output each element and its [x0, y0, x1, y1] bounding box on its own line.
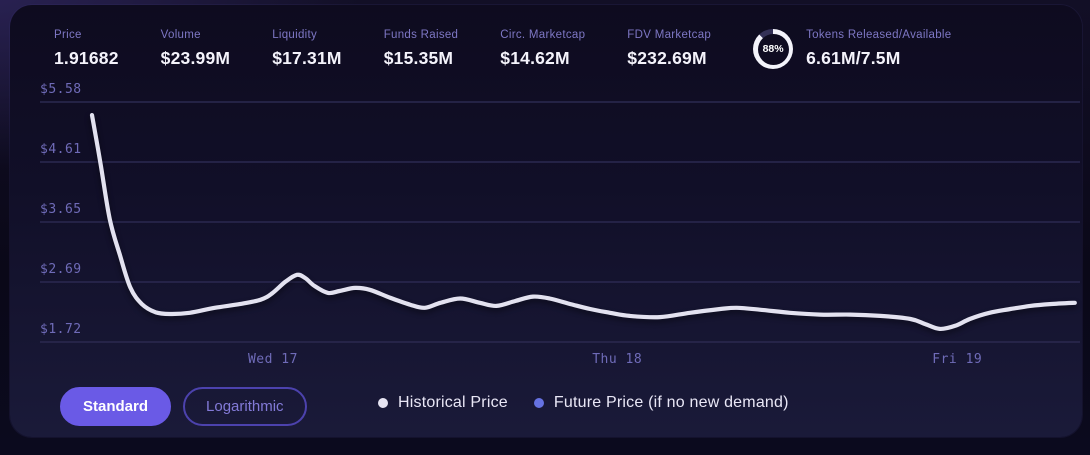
stat-volume-value: $23.99M [160, 48, 231, 68]
scale-toggle-group: Standard Logarithmic [60, 387, 307, 426]
stat-price-value: 1.91682 [54, 48, 119, 68]
stat-funds-raised-value: $15.35M [383, 48, 454, 68]
price-line-chart-canvas[interactable] [10, 5, 1090, 455]
tokens-released-percent: 88% [762, 43, 784, 55]
stat-tokens-released: 88% Tokens Released/Available 6.61M/7.5M [753, 29, 951, 69]
stat-fdv-marketcap-label: FDV Marketcap [627, 29, 712, 41]
chart-legend: Historical Price Future Price (if no new… [378, 394, 789, 412]
stat-circ-marketcap: Circ. Marketcap $14.62M [500, 29, 585, 69]
x-axis-tick-label: Wed 17 [247, 352, 298, 367]
historical-price-line[interactable] [89, 113, 1077, 332]
stat-circ-marketcap-value: $14.62M [500, 48, 570, 68]
historical-price-dot-icon [378, 398, 388, 408]
legend-item-future: Future Price (if no new demand) [533, 394, 789, 412]
stat-liquidity: Liquidity $17.31M [272, 29, 342, 69]
stat-fdv-marketcap-value: $232.69M [627, 48, 707, 68]
future-price-dot-icon [533, 398, 544, 408]
y-axis-tick-label: $4.61 [40, 142, 82, 157]
logarithmic-scale-button[interactable]: Logarithmic [183, 387, 307, 426]
stat-volume-label: Volume [160, 29, 201, 41]
legend-future-label: Future Price (if no new demand) [553, 394, 789, 411]
y-axis-tick-label: $3.65 [40, 202, 82, 217]
tokens-released-progress-ring: 88% [753, 29, 794, 69]
price-chart-card: Price 1.91682 Volume $23.99M Liquidity $… [10, 5, 1082, 437]
x-axis-tick-label: Fri 19 [932, 352, 983, 367]
stat-volume: Volume $23.99M [161, 29, 231, 69]
stat-liquidity-label: Liquidity [272, 29, 318, 41]
price-chart[interactable]: $5.58 $4.61 $3.65 $2.69 $1.72 Wed 17 Thu 18 Fri… [10, 5, 1082, 437]
legend-historical-label: Historical Price [398, 394, 508, 411]
stat-fdv-marketcap: FDV Marketcap $232.69M [627, 29, 711, 69]
stat-price-label: Price [54, 29, 82, 41]
stat-tokens-label: Tokens Released/Available [806, 29, 952, 41]
y-axis-tick-label: $1.72 [40, 322, 82, 337]
stat-liquidity-value: $17.31M [272, 48, 342, 68]
stat-tokens-value: 6.61M/7.5M [806, 48, 901, 68]
y-axis-tick-label: $5.58 [40, 82, 82, 97]
stat-price: Price 1.91682 [54, 29, 119, 69]
legend-item-historical: Historical Price [378, 394, 508, 412]
stat-circ-marketcap-label: Circ. Marketcap [500, 29, 586, 41]
stat-tokens-text: Tokens Released/Available 6.61M/7.5M [806, 29, 951, 69]
stats-bar: Price 1.91682 Volume $23.99M Liquidity $… [54, 29, 951, 69]
stat-funds-raised-label: Funds Raised [383, 29, 459, 41]
y-axis-tick-label: $2.69 [40, 262, 82, 277]
standard-scale-button[interactable]: Standard [60, 387, 172, 426]
x-axis-tick-label: Thu 18 [592, 352, 643, 367]
stat-funds-raised: Funds Raised $15.35M [384, 29, 459, 69]
